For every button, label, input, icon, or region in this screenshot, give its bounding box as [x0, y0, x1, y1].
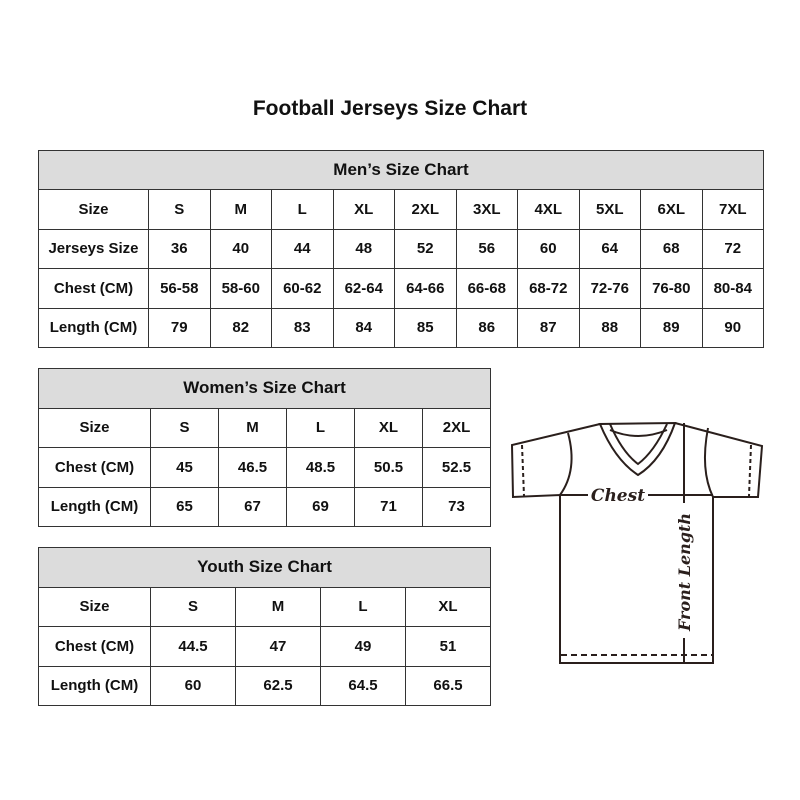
front-length-label: Front Length: [675, 513, 694, 632]
table-row: Length (CM) 60 62.5 64.5 66.5: [38, 665, 491, 706]
table-cell: 83: [271, 307, 334, 348]
table-cell: 48.5: [286, 447, 355, 488]
page-title: Football Jerseys Size Chart: [252, 97, 528, 120]
table-cell: 85: [394, 307, 457, 348]
youth-size-table: Youth Size Chart Size S M L XL Chest (CM) 44.5 4…: [38, 547, 491, 706]
table-row: Length (CM) 65 67 69 71 73: [38, 486, 491, 527]
table-cell: 52.5: [422, 447, 491, 488]
womens-size-table: Women’s Size Chart Size S M L XL 2XL Chest (CM)…: [38, 368, 491, 527]
table-cell: 65: [150, 486, 219, 527]
table-cell: 46.5: [218, 447, 287, 488]
table-row: Size S M L XL 2XL: [38, 407, 491, 448]
table-cell: 5XL: [578, 189, 641, 230]
row-label: Length (CM): [38, 665, 151, 706]
table-cell: 60-62: [271, 268, 334, 309]
row-label: Chest (CM): [38, 447, 151, 488]
row-label: Chest (CM): [38, 268, 149, 309]
table-cell: 71: [354, 486, 423, 527]
table-row: Chest (CM) 56-58 58-60 60-62 62-64 64-66 66-68…: [38, 268, 764, 309]
table-cell: 87: [517, 307, 580, 348]
table-cell: 52: [394, 228, 457, 270]
table-cell: XL: [354, 407, 423, 448]
table-cell: M: [209, 189, 272, 230]
table-cell: 47: [235, 626, 321, 667]
table-cell: M: [235, 586, 321, 627]
row-label: Size: [38, 189, 149, 230]
table-row: Length (CM) 79 82 83 84 85 86 87 88 89 90: [38, 307, 764, 348]
table-cell: 36: [148, 228, 211, 270]
table-cell: 82: [209, 307, 272, 348]
table-cell: 44.5: [150, 626, 236, 667]
table-cell: 88: [578, 307, 641, 348]
table-cell: 62-64: [332, 268, 395, 309]
table-row: Jerseys Size 36 40 44 48 52 56 60 64 68 72: [38, 228, 764, 270]
table-cell: 60: [517, 228, 580, 270]
table-cell: 56: [455, 228, 518, 270]
youth-size-chart-heading: Youth Size Chart: [38, 547, 491, 588]
row-label: Jerseys Size: [38, 228, 149, 270]
table-cell: 69: [286, 486, 355, 527]
mens-size-table: Men’s Size Chart Size S M L XL 2XL 3XL 4XL 5XL 6XL…: [38, 149, 764, 348]
table-row: Size S M L XL: [38, 586, 491, 627]
table-cell: 89: [640, 307, 703, 348]
table-cell: L: [271, 189, 334, 230]
row-label: Chest (CM): [38, 626, 151, 667]
row-label: Size: [38, 407, 151, 448]
table-cell: S: [148, 189, 211, 230]
table-cell: 3XL: [455, 189, 518, 230]
table-cell: 40: [209, 228, 272, 270]
table-cell: 66.5: [405, 665, 491, 706]
table-cell: 79: [148, 307, 211, 348]
table-cell: 7XL: [701, 189, 764, 230]
table-cell: 73: [422, 486, 491, 527]
table-cell: 60: [150, 665, 236, 706]
table-row: Chest (CM) 44.5 47 49 51: [38, 626, 491, 667]
jersey-measurement-diagram: Chest Front Length: [510, 421, 764, 664]
table-cell: 48: [332, 228, 395, 270]
table-cell: 67: [218, 486, 287, 527]
men-size-chart-heading: Men’s Size Chart: [38, 149, 764, 191]
women-size-chart-heading: Women’s Size Chart: [38, 368, 491, 409]
table-cell: 86: [455, 307, 518, 348]
table-cell: 44: [271, 228, 334, 270]
table-cell: L: [286, 407, 355, 448]
table-cell: 4XL: [517, 189, 580, 230]
table-cell: 84: [332, 307, 395, 348]
table-cell: 68: [640, 228, 703, 270]
table-cell: XL: [332, 189, 395, 230]
table-cell: S: [150, 407, 219, 448]
table-cell: 66-68: [455, 268, 518, 309]
table-cell: 6XL: [640, 189, 703, 230]
table-cell: S: [150, 586, 236, 627]
table-cell: XL: [405, 586, 491, 627]
table-cell: 80-84: [701, 268, 764, 309]
row-label: Size: [38, 586, 151, 627]
table-cell: 68-72: [517, 268, 580, 309]
table-cell: L: [320, 586, 406, 627]
jersey-outline: [510, 421, 764, 664]
row-label: Length (CM): [38, 307, 149, 348]
table-cell: 58-60: [209, 268, 272, 309]
table-cell: 56-58: [148, 268, 211, 309]
table-cell: 51: [405, 626, 491, 667]
table-cell: 64: [578, 228, 641, 270]
table-cell: 45: [150, 447, 219, 488]
table-cell: 49: [320, 626, 406, 667]
table-cell: 72: [701, 228, 764, 270]
table-cell: 90: [701, 307, 764, 348]
table-row: Chest (CM) 45 46.5 48.5 50.5 52.5: [38, 447, 491, 488]
table-cell: 64-66: [394, 268, 457, 309]
table-row: Size S M L XL 2XL 3XL 4XL 5XL 6XL 7XL: [38, 189, 764, 230]
table-cell: 72-76: [578, 268, 641, 309]
table-cell: 2XL: [422, 407, 491, 448]
chest-label: Chest: [591, 486, 645, 506]
table-cell: M: [218, 407, 287, 448]
table-cell: 76-80: [640, 268, 703, 309]
table-cell: 64.5: [320, 665, 406, 706]
row-label: Length (CM): [38, 486, 151, 527]
table-cell: 62.5: [235, 665, 321, 706]
table-cell: 2XL: [394, 189, 457, 230]
table-cell: 50.5: [354, 447, 423, 488]
